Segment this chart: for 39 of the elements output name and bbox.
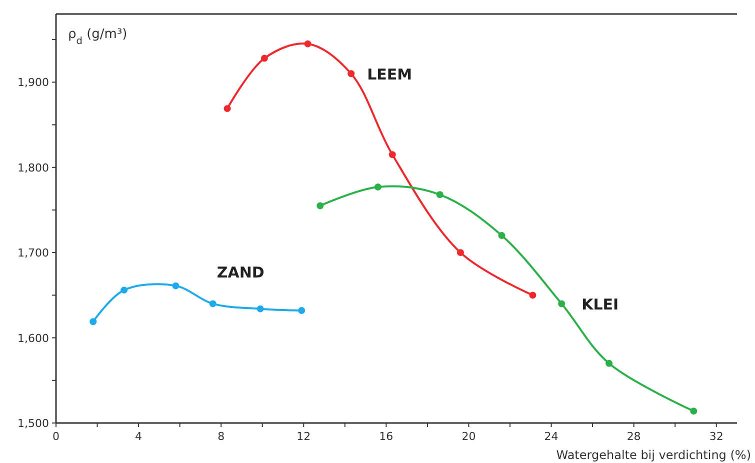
- point: [209, 300, 216, 308]
- x-tick-label: 4: [135, 430, 142, 443]
- x-tick-label: 24: [544, 430, 558, 443]
- y-tick-label: 1,900: [18, 76, 49, 90]
- point: [374, 183, 382, 190]
- point: [690, 408, 698, 415]
- series-label: LEEM: [367, 66, 412, 84]
- x-tick-label: 32: [709, 430, 724, 443]
- y-tick-label: 1,500: [18, 417, 49, 430]
- point: [90, 318, 97, 326]
- point: [260, 54, 268, 62]
- x-tick-label: 0: [52, 430, 60, 443]
- point: [298, 307, 306, 314]
- y-axis-title: ρ$_{d}$ (g/m³): [68, 27, 128, 46]
- point: [172, 282, 180, 290]
- y-tick-label: 1,800: [18, 161, 49, 174]
- point: [120, 286, 128, 294]
- x-tick-label: 12: [296, 430, 311, 443]
- x-tick-label: 16: [379, 430, 394, 443]
- x-axis-title: Watergehalte bij verdichting (%): [556, 448, 751, 462]
- x-tick-label: 20: [462, 430, 476, 443]
- x-tick-label: 8: [218, 430, 225, 443]
- point: [529, 292, 536, 299]
- point: [304, 40, 312, 48]
- series-label: ZAND: [216, 264, 264, 282]
- point: [388, 151, 396, 158]
- point: [348, 70, 355, 78]
- y-tick-label: 1,600: [18, 332, 49, 345]
- point: [436, 191, 444, 198]
- point: [316, 202, 324, 210]
- point: [498, 232, 506, 240]
- y-tick-label: 1,700: [18, 246, 49, 260]
- point: [456, 249, 464, 256]
- series-label: KLEI: [582, 296, 619, 314]
- point: [256, 305, 264, 312]
- point: [606, 360, 613, 367]
- point: [224, 105, 231, 112]
- x-tick-label: 28: [626, 430, 641, 443]
- point: [558, 300, 566, 308]
